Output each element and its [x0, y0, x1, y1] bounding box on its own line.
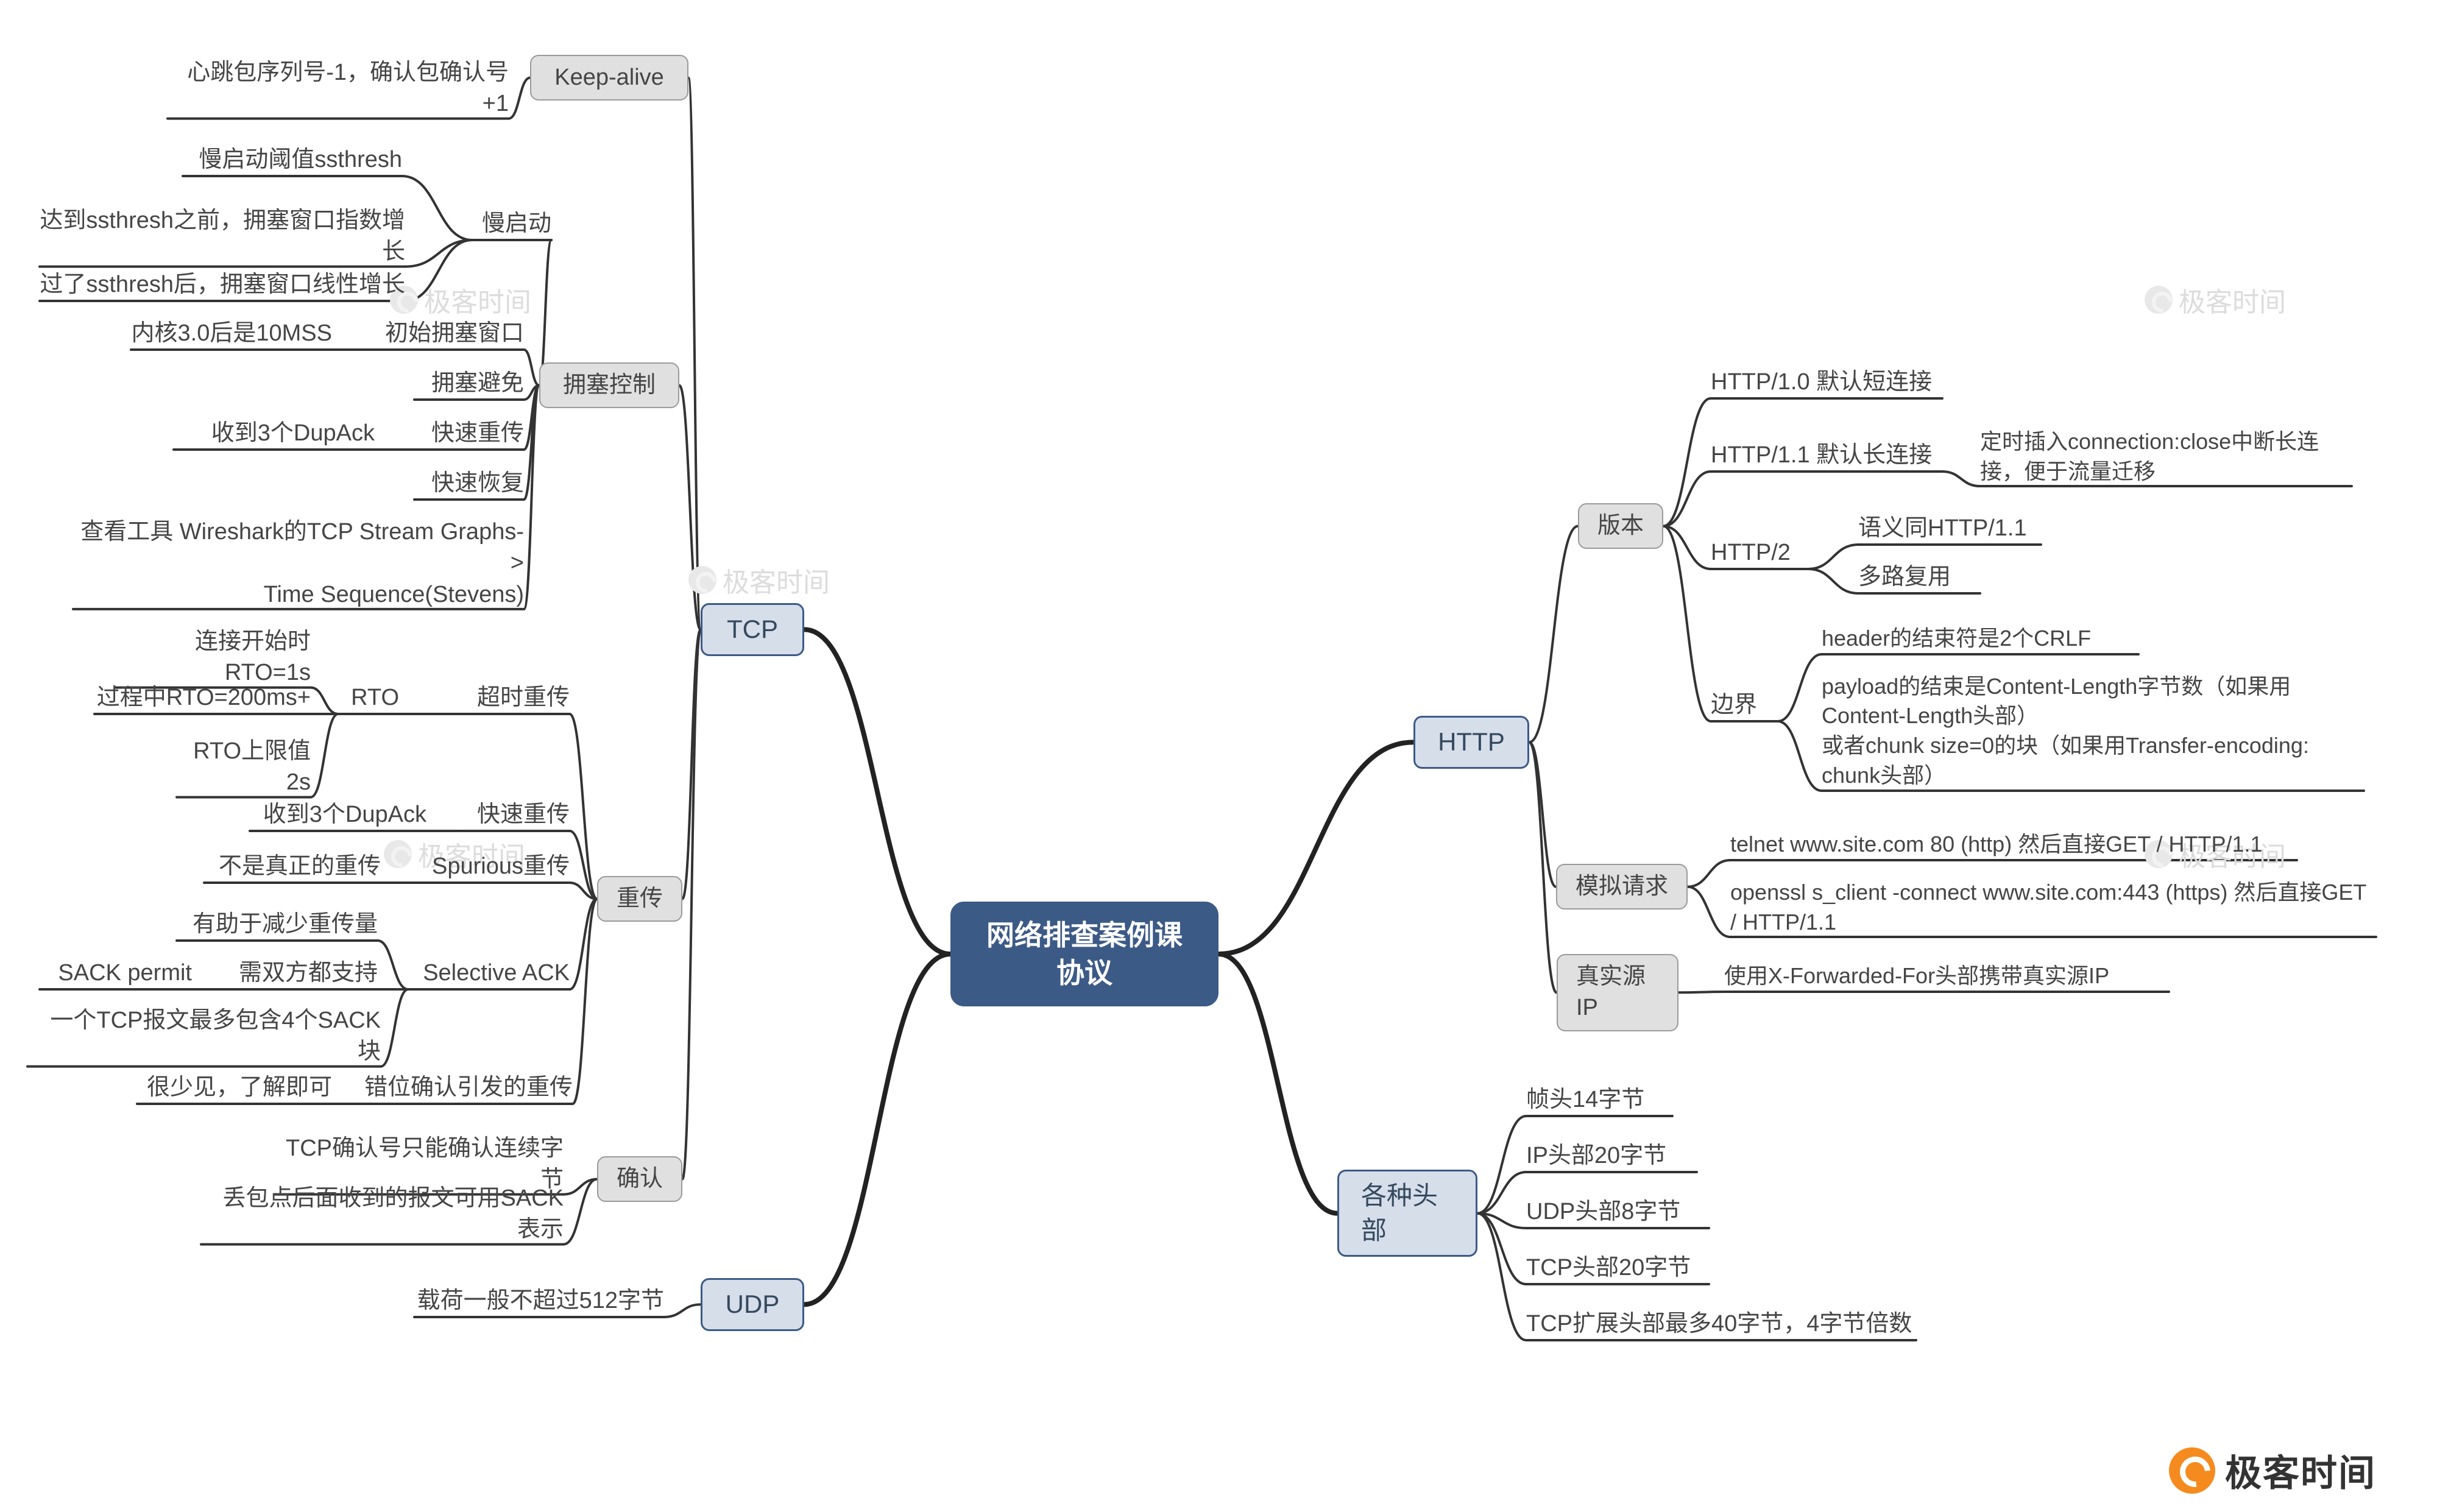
- node-hdr_a: 帧头14字节: [1526, 1083, 1672, 1117]
- node-ver11_l: 定时插入connection:close中断长连接，便于流量迁移: [1980, 426, 2352, 487]
- node-ver10: HTTP/1.0 默认短连接: [1711, 366, 1942, 400]
- node-cong_avoid: 拥塞避免: [414, 367, 524, 401]
- node-udp_l: 载荷一般不超过512字节: [414, 1284, 664, 1318]
- brand-logo: 极客时间: [2169, 1444, 2376, 1497]
- node-rto_a: 连接开始时RTO=1s: [116, 626, 311, 689]
- node-slow: 慢启动: [472, 207, 551, 241]
- mindmap-canvas: 极客时间 极客时间极客时间极客时间极客时间极客时间网络排查案例课 协议TCPUD…: [0, 0, 2437, 1512]
- node-retrans: 重传: [597, 876, 682, 922]
- node-ver2_b: 多路复用: [1858, 560, 1980, 595]
- node-ver11: HTTP/1.1 默认长连接: [1711, 439, 1942, 473]
- node-cong_fret: 快速重传: [414, 417, 524, 451]
- node-ack: 确认: [597, 1156, 682, 1202]
- node-misack: 错位确认引发的重传: [363, 1071, 573, 1105]
- node-ka_l: 心跳包序列号-1，确认包确认号+1: [168, 57, 509, 120]
- node-cong_fret_l: 收到3个DupAck: [174, 417, 375, 451]
- logo-text: 极客时间: [2225, 1444, 2376, 1497]
- node-hdr_e: TCP扩展头部最多40字节，4字节倍数: [1526, 1307, 1916, 1341]
- node-initwin_l: 内核3.0后是10MSS: [131, 317, 332, 351]
- node-rto_p: RTO: [338, 681, 399, 715]
- node-fret_l: 收到3个DupAck: [250, 798, 426, 832]
- node-initwin: 初始拥塞窗口: [366, 317, 524, 351]
- watermark: 极客时间: [390, 280, 531, 319]
- node-realip: 真实源IP: [1557, 954, 1678, 1031]
- node-sack_b: 需双方都支持: [225, 956, 378, 991]
- node-slow_a: 慢启动阈值ssthresh: [183, 143, 402, 177]
- node-misack_l: 很少见，了解即可: [137, 1071, 332, 1105]
- node-cong_tool: 查看工具 Wireshark的TCP Stream Graphs-> Time …: [73, 517, 524, 610]
- node-realip_l: 使用X-Forwarded-For头部携带真实源IP: [1724, 959, 2169, 993]
- node-hdr_c: UDP头部8字节: [1526, 1195, 1709, 1229]
- node-ack_b: 丢包点后面收到的报文可用SACK表示: [201, 1183, 564, 1246]
- node-sack_a: 有助于减少重传量: [177, 908, 378, 942]
- node-border_b: payload的结束是Content-Length字节数（如果用Content-…: [1822, 670, 2364, 792]
- node-spurious_l: 不是真正的重传: [204, 850, 381, 884]
- node-border_a: header的结束符是2个CRLF: [1822, 621, 2138, 655]
- node-sim_a: telnet www.site.com 80 (http) 然后直接GET / …: [1730, 827, 2297, 861]
- node-ver: 版本: [1578, 503, 1663, 549]
- node-border: 边界: [1711, 688, 1778, 722]
- node-root: 网络排查案例课 协议: [950, 902, 1218, 1006]
- watermark: 极客时间: [2145, 280, 2286, 319]
- node-slow_c: 过了ssthresh后，拥塞窗口线性增长: [40, 268, 405, 302]
- node-rto_b: 过程中RTO=200ms+: [94, 681, 311, 715]
- node-slow_b: 达到ssthresh之前，拥塞窗口指数增长: [40, 205, 405, 268]
- node-ver2: HTTP/2: [1711, 536, 1808, 570]
- node-sim_b: openssl s_client -connect www.site.com:4…: [1730, 877, 2376, 938]
- node-sack_c: 一个TCP报文最多包含4个SACK块: [27, 1005, 381, 1068]
- node-headers: 各种头部: [1337, 1170, 1477, 1257]
- node-rto_c: RTO上限值2s: [177, 736, 311, 799]
- logo-icon: [2169, 1447, 2215, 1494]
- node-udp: UDP: [701, 1278, 804, 1331]
- node-cong: 拥塞控制: [539, 362, 679, 408]
- node-sack_b2: SACK permit: [40, 956, 192, 991]
- node-ka: Keep-alive: [530, 55, 688, 101]
- node-rto: 超时重传: [460, 681, 570, 715]
- node-hdr_d: TCP头部20字节: [1526, 1251, 1709, 1285]
- node-http: HTTP: [1413, 716, 1529, 769]
- node-hdr_b: IP头部20字节: [1526, 1139, 1697, 1173]
- node-spurious: Spurious重传: [414, 850, 570, 884]
- node-tcp: TCP: [701, 603, 804, 656]
- node-ver2_a: 语义同HTTP/1.1: [1858, 512, 2041, 546]
- node-cong_frec: 快速恢复: [414, 467, 524, 501]
- watermark: 极客时间: [688, 560, 830, 599]
- node-sack: Selective ACK: [408, 956, 570, 991]
- node-fret: 快速重传: [460, 798, 570, 832]
- node-sim: 模拟请求: [1556, 864, 1688, 910]
